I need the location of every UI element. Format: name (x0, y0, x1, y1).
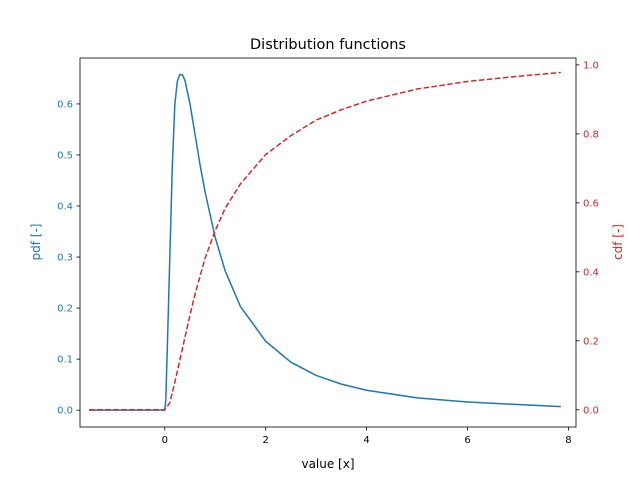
y-right-tick-label: 0.0 (583, 405, 599, 416)
y-right-tick-label: 0.2 (583, 336, 599, 347)
x-tick-label: 0 (162, 435, 168, 446)
plot-area-frame (79, 57, 577, 428)
y-right-tick-label: 0.8 (583, 129, 599, 140)
y-left-axis-ticks: 0.0 0.1 0.2 0.3 0.4 0.5 0.6 (57, 99, 80, 417)
x-tick-label: 4 (363, 435, 369, 446)
y-right-axis-ticks: 0.0 0.2 0.4 0.6 0.8 1.0 (576, 60, 599, 416)
y-right-axis-label: cdf [-] (611, 224, 625, 260)
cdf-series-line (89, 71, 561, 411)
y-left-tick-label: 0.6 (57, 99, 73, 110)
chart-title: Distribution functions (250, 37, 406, 53)
y-left-tick-label: 0.2 (57, 304, 73, 315)
x-axis-label: value [x] (301, 457, 354, 471)
x-tick-label: 8 (565, 435, 571, 446)
y-right-tick-label: 0.6 (583, 198, 599, 209)
pdf-series-line (89, 73, 561, 411)
series-layer (89, 71, 561, 411)
y-left-tick-label: 0.5 (57, 150, 73, 161)
y-right-tick-label: 1.0 (583, 60, 599, 71)
y-right-tick-label: 0.4 (583, 267, 599, 278)
x-axis-ticks: 0 2 4 6 8 (162, 427, 572, 446)
y-left-axis-label: pdf [-] (29, 224, 43, 261)
x-tick-label: 6 (464, 435, 470, 446)
y-left-tick-label: 0.4 (57, 202, 73, 213)
y-left-tick-label: 0.0 (57, 406, 73, 417)
x-tick-label: 2 (262, 435, 268, 446)
y-left-tick-label: 0.3 (57, 253, 73, 264)
y-left-tick-label: 0.1 (57, 355, 73, 366)
